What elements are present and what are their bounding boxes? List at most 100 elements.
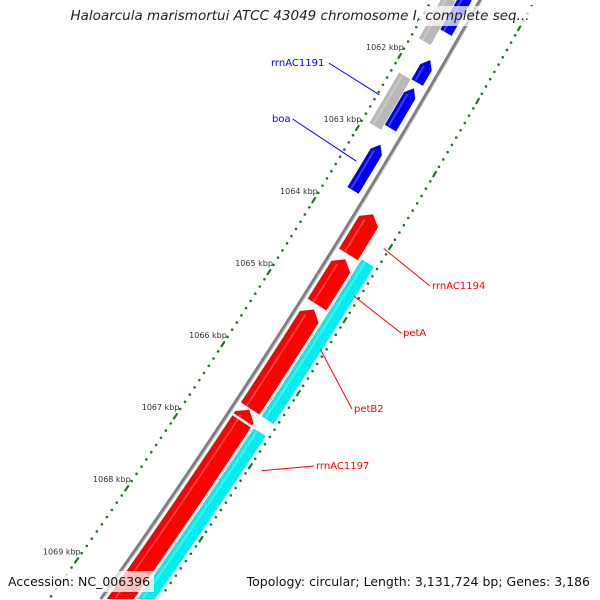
feature-red-7 xyxy=(307,259,351,311)
minor-tick-inner xyxy=(90,537,94,540)
label-leader-line xyxy=(261,465,315,472)
minor-tick-outer xyxy=(402,223,406,227)
minor-tick-outer xyxy=(505,48,509,52)
feature-highlight xyxy=(238,414,242,417)
minor-tick-inner xyxy=(385,76,389,79)
minor-tick-outer xyxy=(339,326,342,329)
label-leader-line xyxy=(383,248,431,287)
minor-tick-outer xyxy=(268,435,272,439)
minor-tick-outer xyxy=(234,486,237,490)
major-tick-outer xyxy=(198,535,204,543)
feature-label-rrnAC1194[interactable]: rrnAC1194 xyxy=(432,281,485,292)
topology-summary: Topology: circular; Length: 3,131,724 bp… xyxy=(246,571,590,592)
minor-tick-inner xyxy=(415,25,418,29)
minor-tick-inner xyxy=(140,465,143,468)
feature-label-petA[interactable]: petA xyxy=(403,328,426,339)
label-leader-line xyxy=(320,349,353,410)
minor-tick-outer xyxy=(282,413,286,417)
minor-tick-inner xyxy=(281,249,284,252)
feature-label-petB2[interactable]: petB2 xyxy=(354,404,384,415)
minor-tick-outer xyxy=(311,369,314,373)
minor-tick-inner xyxy=(183,400,187,404)
minor-tick-outer xyxy=(273,428,276,431)
minor-tick-inner xyxy=(226,335,229,339)
minor-tick-outer xyxy=(424,187,428,190)
feature-highlight xyxy=(350,150,375,189)
minor-tick-outer xyxy=(428,180,432,183)
minor-tick-outer xyxy=(194,545,198,548)
minor-tick-outer xyxy=(513,34,517,37)
minor-tick-inner xyxy=(230,328,234,332)
tick-label: 1062 kbp xyxy=(366,43,404,52)
minor-tick-inner xyxy=(402,47,406,51)
minor-tick-inner xyxy=(154,443,158,447)
feature-label-boa[interactable]: boa xyxy=(272,114,291,125)
minor-tick-inner xyxy=(373,97,376,101)
minor-tick-inner xyxy=(330,169,333,173)
minor-tick-outer xyxy=(179,567,183,570)
minor-tick-outer xyxy=(301,384,305,388)
tick-label: 1065 kbp xyxy=(235,259,273,268)
feature-label-rrnAC1191[interactable]: rrnAC1191 xyxy=(271,58,324,69)
feature-highlight xyxy=(414,65,425,82)
feature-cyan-12 xyxy=(114,428,266,600)
minor-tick-inner xyxy=(216,350,220,353)
minor-tick-inner xyxy=(338,155,342,159)
feature-highlight xyxy=(115,418,239,599)
label-leader-line xyxy=(292,118,357,162)
minor-tick-inner xyxy=(285,241,289,245)
major-tick-inner xyxy=(123,484,130,492)
feature-highlight xyxy=(387,93,409,127)
feature-cyan-11 xyxy=(261,259,375,425)
minor-tick-inner xyxy=(410,33,414,36)
minor-tick-inner xyxy=(294,227,298,231)
minor-tick-inner xyxy=(105,515,109,519)
minor-tick-outer xyxy=(214,515,218,519)
tick-label: 1064 kbp xyxy=(280,187,318,196)
minor-tick-outer xyxy=(493,70,496,74)
minor-tick-outer xyxy=(258,450,262,453)
minor-tick-inner xyxy=(240,314,243,317)
map-title: Haloarcula marismortui ATCC 43049 chromo… xyxy=(60,6,540,26)
major-tick-outer xyxy=(431,170,438,178)
minor-tick-outer xyxy=(442,158,445,161)
minor-tick-outer xyxy=(411,209,415,212)
minor-tick-inner xyxy=(198,378,201,382)
minor-tick-outer xyxy=(497,63,500,66)
minor-tick-inner xyxy=(351,133,355,137)
feature-label-rrnAC1197[interactable]: rrnAC1197 xyxy=(316,461,369,472)
tick-label: 1068 kbp xyxy=(93,475,131,484)
minor-tick-outer xyxy=(384,253,388,256)
feature-highlight xyxy=(265,261,367,419)
feature-highlight xyxy=(344,218,366,252)
feature-blue-3 xyxy=(411,59,432,87)
minor-tick-outer xyxy=(184,559,188,563)
minor-tick-inner xyxy=(193,386,196,389)
major-tick-outer xyxy=(516,24,522,32)
minor-tick-inner xyxy=(80,551,84,555)
minor-tick-inner xyxy=(130,479,133,483)
tick-label: 1066 kbp xyxy=(189,331,227,340)
tick-label: 1067 kbp xyxy=(142,403,180,412)
minor-tick-inner xyxy=(249,299,252,303)
minor-tick-outer xyxy=(393,238,397,242)
minor-tick-inner xyxy=(325,177,329,180)
major-tick-inner xyxy=(311,196,317,204)
backbone-line xyxy=(99,0,482,600)
minor-tick-inner xyxy=(159,436,163,440)
feature-highlight xyxy=(142,430,259,599)
minor-tick-inner xyxy=(394,61,397,65)
minor-tick-inner xyxy=(364,112,368,115)
minor-tick-outer xyxy=(164,588,167,592)
minor-tick-inner xyxy=(263,277,266,281)
minor-tick-outer xyxy=(509,41,513,44)
minor-tick-outer xyxy=(501,55,505,59)
minor-tick-inner xyxy=(115,501,119,504)
minor-tick-inner xyxy=(343,148,346,151)
feature-gray-1 xyxy=(369,72,411,130)
major-tick-inner xyxy=(220,340,226,348)
minor-tick-outer xyxy=(406,216,410,220)
minor-tick-inner xyxy=(164,429,168,432)
